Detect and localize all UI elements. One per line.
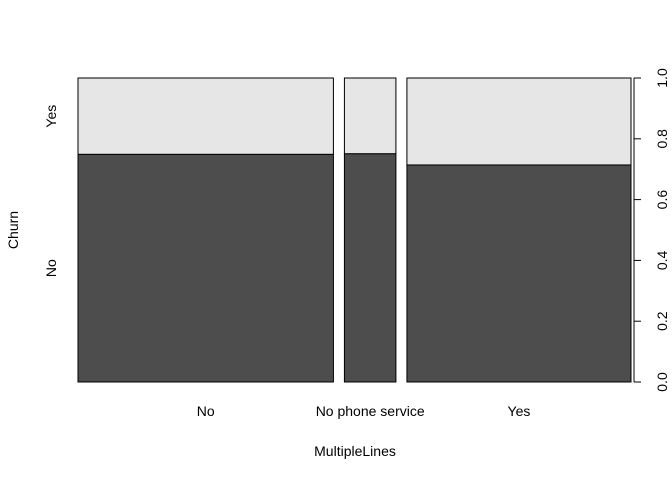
- bar-segment-yes-2: [406, 77, 632, 166]
- bar-segment-yes-1: [343, 77, 397, 155]
- right-tick-label-1: 0.2: [654, 311, 670, 331]
- bar-segment-no-1: [343, 153, 397, 383]
- x-tick-label-0: No: [197, 403, 215, 419]
- right-axis: 0.0 0.2 0.4 0.6 0.8 1.0: [633, 68, 670, 392]
- right-tick-label-5: 1.0: [654, 68, 670, 88]
- right-tick-label-2: 0.4: [654, 250, 670, 270]
- bar-segment-no-0: [77, 153, 334, 383]
- right-tick-label-4: 0.8: [654, 129, 670, 149]
- x-tick-label-1: No phone service: [316, 403, 425, 419]
- bars-group: [77, 77, 632, 383]
- x-tick-label-2: Yes: [508, 403, 531, 419]
- bar-segment-no-2: [406, 164, 632, 383]
- y-level-label-no: No: [43, 259, 59, 277]
- x-tick-labels: No No phone service Yes: [197, 403, 531, 419]
- right-tick-label-0: 0.0: [654, 372, 670, 392]
- right-tick-label-3: 0.6: [654, 190, 670, 210]
- bar-segment-yes-0: [77, 77, 334, 155]
- y-level-label-yes: Yes: [43, 105, 59, 128]
- y-axis-label: Churn: [5, 211, 21, 249]
- y-level-labels: No Yes: [43, 105, 59, 277]
- x-axis-label: MultipleLines: [314, 443, 396, 459]
